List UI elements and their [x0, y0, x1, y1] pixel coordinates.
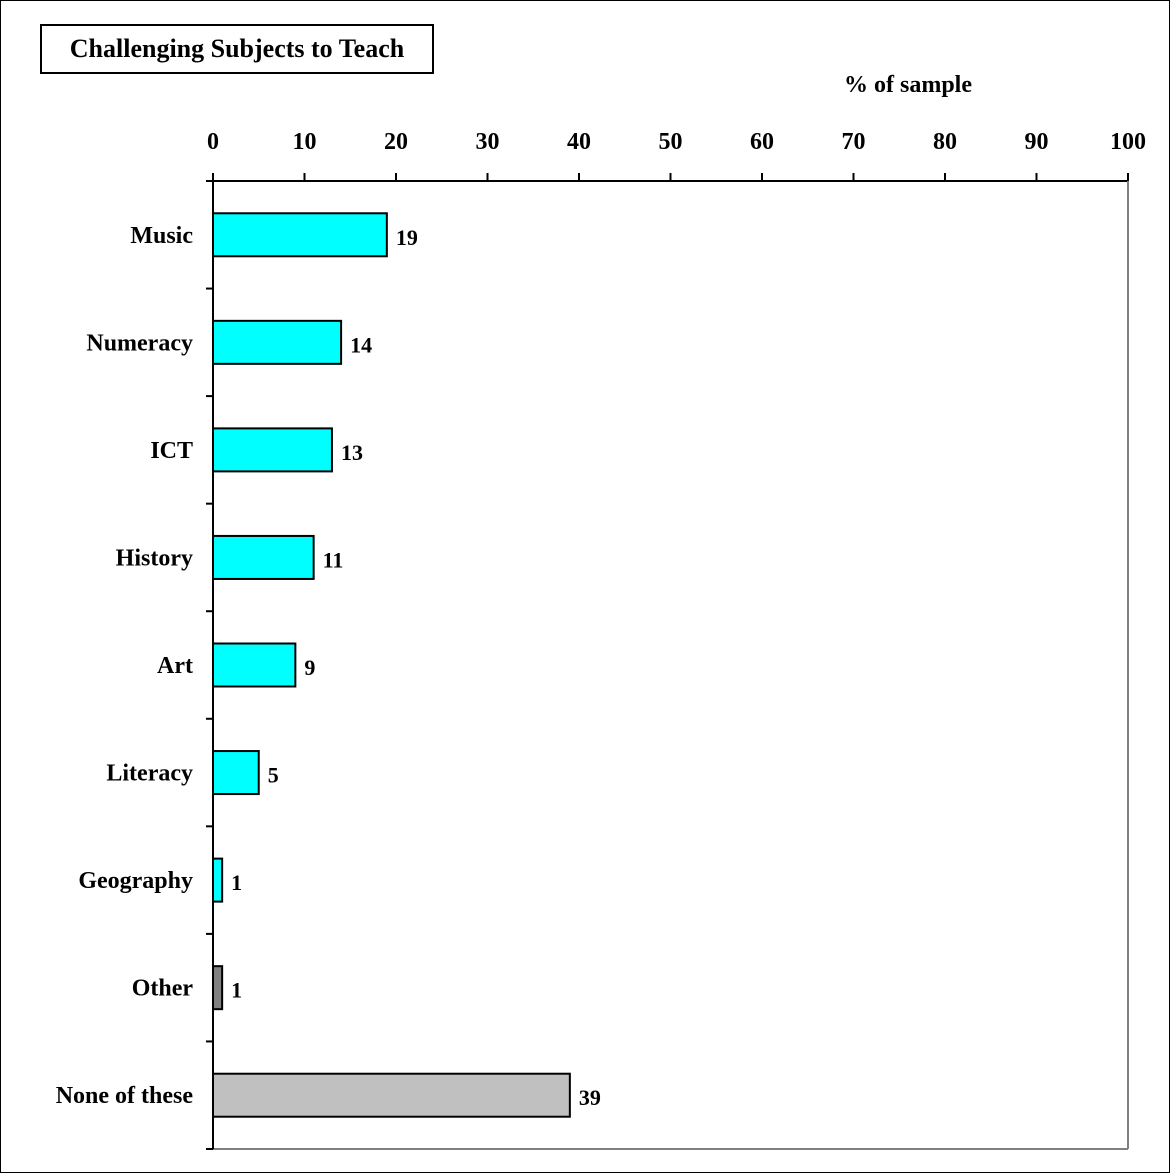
bar — [212, 319, 343, 365]
x-tick-label: 100 — [1110, 129, 1146, 155]
category-label: None of these — [56, 1083, 194, 1109]
x-tick-label: 10 — [293, 129, 317, 155]
bar — [212, 857, 224, 903]
value-label: 13 — [341, 440, 363, 465]
x-axis-ticks: 0 10 20 30 40 50 60 70 80 90 100 — [207, 129, 1146, 181]
plot-area — [206, 180, 1129, 1150]
bar — [212, 212, 388, 258]
x-tick-label: 30 — [476, 129, 500, 155]
value-label: 11 — [323, 547, 344, 572]
x-tick-label: 0 — [207, 129, 219, 155]
category-label: Art — [157, 653, 193, 679]
category-labels: Music Numeracy ICT History Art Literacy Geogra… — [56, 223, 194, 1109]
x-tick-label: 90 — [1025, 129, 1049, 155]
value-label: 5 — [268, 763, 279, 788]
value-label: 1 — [231, 870, 242, 895]
x-tick-label: 40 — [567, 129, 591, 155]
x-tick-label: 50 — [659, 129, 683, 155]
category-label: Numeracy — [86, 330, 193, 356]
bar — [212, 750, 260, 796]
value-label: 39 — [579, 1085, 601, 1110]
bar — [212, 1072, 571, 1118]
x-tick-label: 60 — [750, 129, 774, 155]
value-label: 1 — [231, 978, 242, 1003]
value-label: 19 — [396, 225, 418, 250]
chart-title: Challenging Subjects to Teach — [40, 24, 434, 74]
bar — [212, 427, 333, 473]
value-label: 14 — [350, 332, 372, 357]
bar — [212, 534, 315, 580]
x-tick-label: 70 — [842, 129, 866, 155]
category-label: Other — [132, 976, 194, 1002]
category-label: History — [116, 545, 193, 571]
category-label: Literacy — [106, 761, 193, 787]
x-axis-label: % of sample — [844, 72, 972, 98]
category-label: Music — [130, 223, 193, 249]
bar — [212, 642, 297, 688]
x-tick-label: 20 — [384, 129, 408, 155]
bar — [212, 965, 224, 1011]
value-label: 9 — [304, 655, 315, 680]
category-label: Geography — [78, 868, 193, 894]
bars — [212, 212, 571, 1118]
category-label: ICT — [150, 438, 193, 464]
x-tick-label: 80 — [933, 129, 957, 155]
